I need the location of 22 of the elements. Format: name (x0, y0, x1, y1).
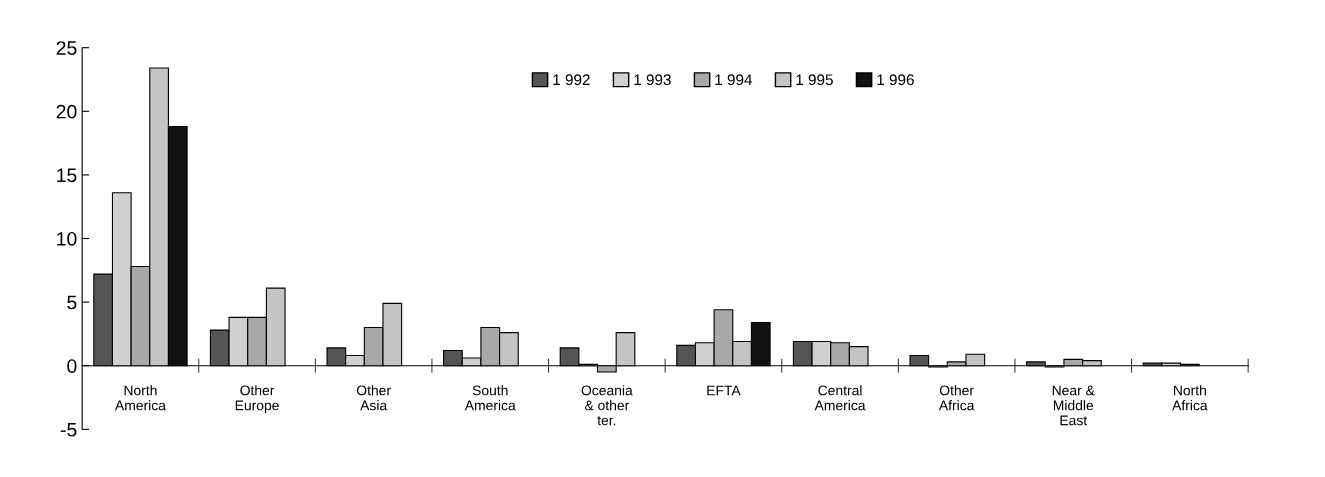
x-tick-label: Other Asia (356, 385, 391, 411)
legend-label: 1 992 (553, 74, 590, 86)
x-tick-label: Oceania & other ter. (581, 385, 633, 426)
y-tick-label: 20 (56, 104, 77, 119)
y-tick-label: 5 (67, 295, 77, 310)
legend-label: 1 996 (877, 74, 914, 86)
x-tick-label: EFTA (707, 385, 741, 396)
y-tick-label: 0 (67, 359, 77, 373)
y-tick-label: 10 (57, 231, 77, 246)
x-tick-label: South America (464, 385, 516, 411)
y-tick-label: -5 (60, 422, 77, 437)
x-tick-label: Other Africa (938, 385, 975, 411)
x-tick-label: Central America (814, 385, 866, 411)
y-tick-label: 15 (57, 168, 77, 183)
x-tick-label: North Africa (1172, 385, 1208, 411)
legend-label: 1 993 (634, 74, 671, 86)
x-tick-label: North America (115, 385, 166, 411)
x-tick-label: Other Europe (235, 385, 279, 414)
legend-label: 1 995 (796, 74, 833, 86)
y-tick-label: 25 (56, 41, 77, 55)
x-tick-label: Near & Middle East (1052, 385, 1095, 426)
legend-label: 1 994 (715, 74, 753, 86)
